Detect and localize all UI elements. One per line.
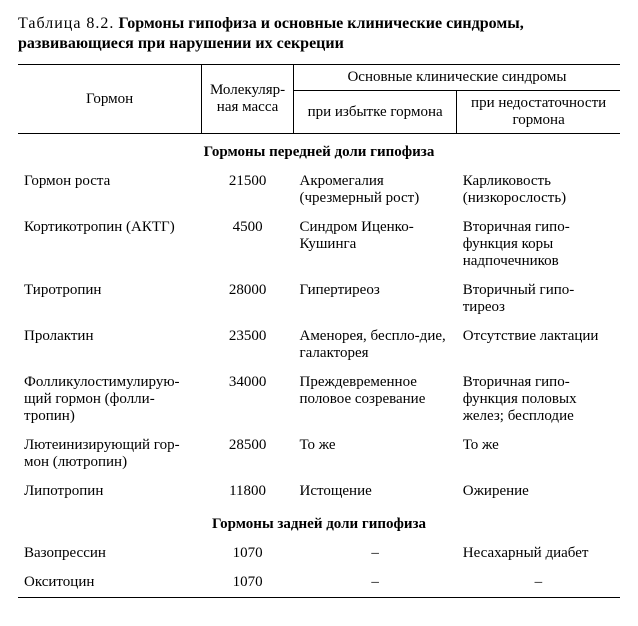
- table-row: Лютеинизирующий гор-мон (лютропин) 28500…: [18, 431, 620, 477]
- table-caption: Таблица 8.2. Гормоны гипофиза и основные…: [18, 14, 620, 54]
- cell-deficit: Вторичная гипо-функция половых желез; бе…: [457, 368, 620, 431]
- table-row: Вазопрессин 1070 – Несахарный диабет: [18, 539, 620, 568]
- section-posterior: Гормоны задней доли гипофиза: [18, 506, 620, 539]
- cell-excess: То же: [293, 431, 456, 477]
- cell-mass: 28500: [202, 431, 294, 477]
- cell-excess: Преждевременное половое созревание: [293, 368, 456, 431]
- cell-excess: Акромегалия (чрезмерный рост): [293, 167, 456, 213]
- cell-hormone: Пролактин: [18, 322, 202, 368]
- table-row: Гормон роста 21500 Акромегалия (чрезмерн…: [18, 167, 620, 213]
- cell-deficit: Отсутствие лактации: [457, 322, 620, 368]
- cell-deficit: Несахарный диабет: [457, 539, 620, 568]
- cell-deficit: Ожирение: [457, 477, 620, 506]
- cell-excess: –: [293, 568, 456, 598]
- col-header-syndromes: Основные клинические синдромы: [293, 65, 620, 91]
- cell-hormone: Лютеинизирующий гор-мон (лютропин): [18, 431, 202, 477]
- cell-mass: 1070: [202, 568, 294, 598]
- cell-mass: 11800: [202, 477, 294, 506]
- table-row: Фолликулостимулирую-щий гормон (фолли-тр…: [18, 368, 620, 431]
- cell-excess: Аменорея, беспло-дие, галакторея: [293, 322, 456, 368]
- page: Таблица 8.2. Гормоны гипофиза и основные…: [0, 0, 638, 616]
- col-header-deficit: при недостаточности гормона: [457, 91, 620, 134]
- col-header-hormone: Гормон: [18, 65, 202, 134]
- cell-mass: 1070: [202, 539, 294, 568]
- cell-deficit: Вторичный гипо-тиреоз: [457, 276, 620, 322]
- col-header-mass: Молекуляр- ная масса: [202, 65, 294, 134]
- cell-deficit: –: [457, 568, 620, 598]
- cell-mass: 4500: [202, 213, 294, 276]
- table-row: Тиротропин 28000 Гипертиреоз Вторичный г…: [18, 276, 620, 322]
- cell-hormone: Фолликулостимулирую-щий гормон (фолли-тр…: [18, 368, 202, 431]
- table-row: Окситоцин 1070 – –: [18, 568, 620, 598]
- cell-hormone: Тиротропин: [18, 276, 202, 322]
- section-posterior-label: Гормоны задней доли гипофиза: [18, 506, 620, 539]
- cell-mass: 23500: [202, 322, 294, 368]
- table-row: Кортикотропин (АКТГ) 4500 Синдром Иценко…: [18, 213, 620, 276]
- cell-mass: 28000: [202, 276, 294, 322]
- hormone-table: Гормон Молекуляр- ная масса Основные кли…: [18, 64, 620, 598]
- cell-hormone: Липотропин: [18, 477, 202, 506]
- cell-excess: Истощение: [293, 477, 456, 506]
- section-anterior: Гормоны передней доли гипофиза: [18, 134, 620, 168]
- cell-deficit: Вторичная гипо-функция коры надпочечнико…: [457, 213, 620, 276]
- cell-excess: Гипертиреоз: [293, 276, 456, 322]
- cell-hormone: Вазопрессин: [18, 539, 202, 568]
- cell-excess: –: [293, 539, 456, 568]
- table-row: Пролактин 23500 Аменорея, беспло-дие, га…: [18, 322, 620, 368]
- cell-mass: 21500: [202, 167, 294, 213]
- cell-hormone: Кортикотропин (АКТГ): [18, 213, 202, 276]
- cell-deficit: То же: [457, 431, 620, 477]
- cell-hormone: Гормон роста: [18, 167, 202, 213]
- caption-label: Таблица 8.2.: [18, 15, 114, 32]
- table-row: Липотропин 11800 Истощение Ожирение: [18, 477, 620, 506]
- section-anterior-label: Гормоны передней доли гипофиза: [18, 134, 620, 168]
- col-header-excess: при избытке гормона: [293, 91, 456, 134]
- cell-hormone: Окситоцин: [18, 568, 202, 598]
- cell-excess: Синдром Иценко-Кушинга: [293, 213, 456, 276]
- cell-deficit: Карликовость (низкорослость): [457, 167, 620, 213]
- cell-mass: 34000: [202, 368, 294, 431]
